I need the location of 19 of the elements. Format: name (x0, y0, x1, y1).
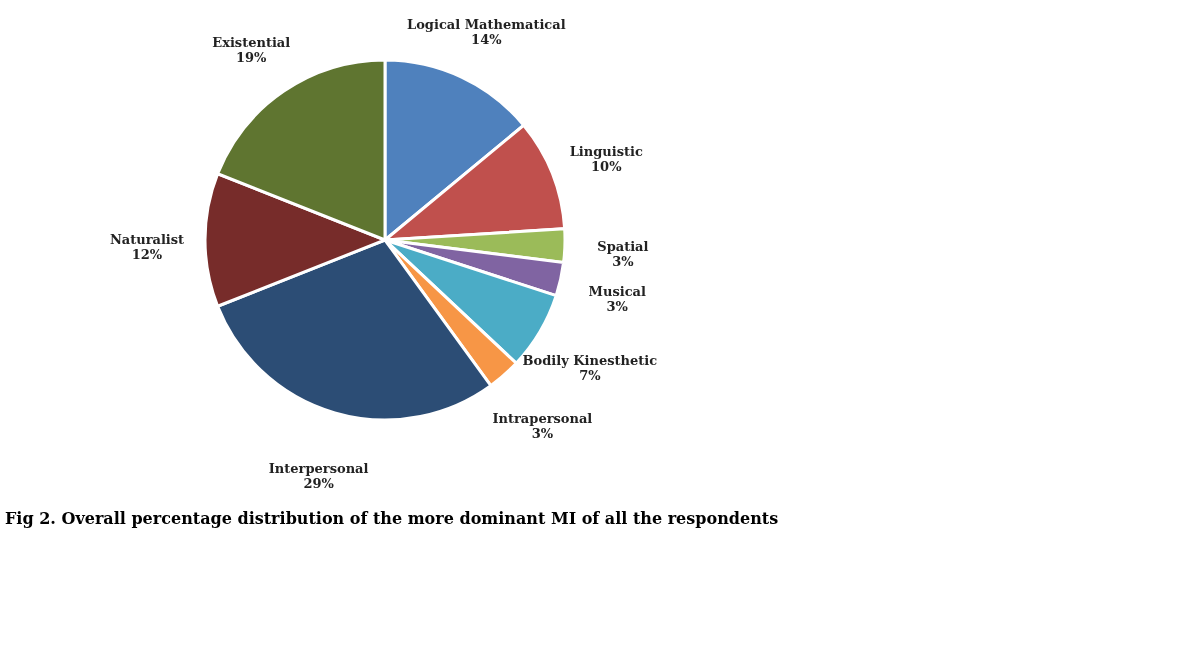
data-label: 14% (471, 31, 503, 47)
caption: Fig 2. Overall percentage distribution of the more dominant MI of all the respondents (5, 508, 779, 528)
slice-label: Bodily Kinesthetic (522, 353, 658, 369)
data-label: 3% (531, 425, 554, 441)
slice-label: Existential (212, 35, 291, 51)
slice-label: Interpersonal (268, 460, 369, 476)
data-label: 3% (606, 298, 629, 314)
slice-label: Naturalist (109, 232, 185, 247)
slice-label: Logical Mathematical (407, 16, 566, 32)
data-label: 7% (579, 368, 602, 384)
slice-label: Linguistic (569, 144, 643, 160)
data-label: 10% (591, 159, 623, 175)
slice-label: Musical (588, 283, 647, 299)
slice-label: Intrapersonal (492, 410, 593, 426)
slice-label: Spatial (597, 239, 649, 255)
data-label: 3% (612, 254, 635, 270)
data-label: 29% (303, 475, 335, 491)
data-label: 12% (131, 247, 163, 262)
data-label: 19% (236, 50, 268, 66)
